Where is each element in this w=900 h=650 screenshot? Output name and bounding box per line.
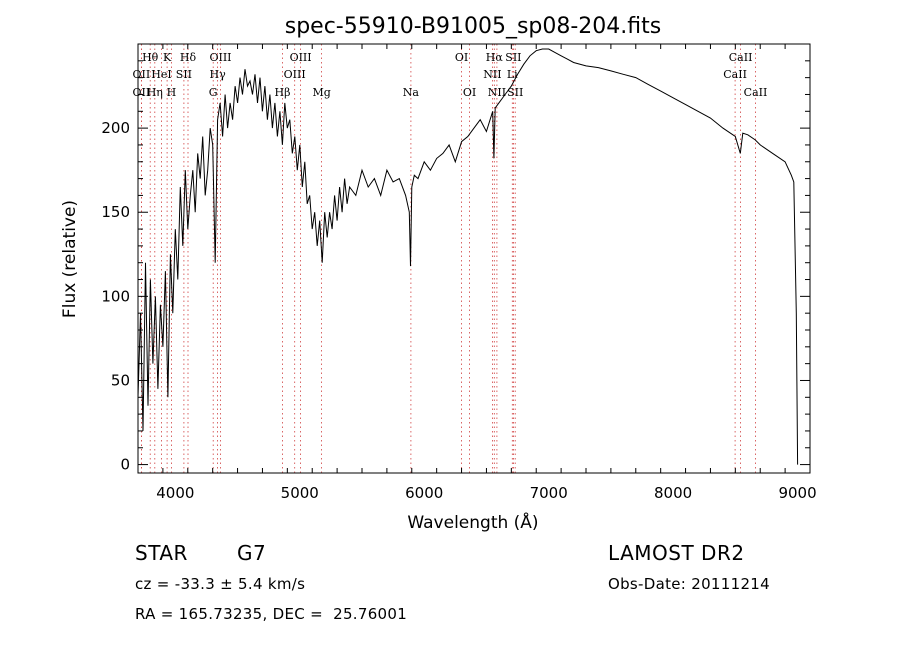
y-tick-label: 0 xyxy=(120,456,130,474)
line-label: OIII xyxy=(284,68,306,81)
line-label: OIII xyxy=(209,51,231,64)
line-label: OIII xyxy=(290,51,312,64)
line-label: OII xyxy=(133,68,151,81)
line-label: NII xyxy=(488,86,506,99)
x-tick-label: 4000 xyxy=(156,484,194,502)
line-label: Li xyxy=(507,68,518,81)
line-label: HeI xyxy=(151,68,171,81)
line-label: G xyxy=(209,86,218,99)
y-axis: 0 50 100 150 200 xyxy=(101,60,810,474)
line-label: Hβ xyxy=(275,86,291,99)
observation-date: Obs-Date: 20111214 xyxy=(608,575,770,593)
line-label: CaII xyxy=(723,68,747,81)
line-label: CaII xyxy=(744,86,768,99)
redshift-velocity: cz = -33.3 ± 5.4 km/s xyxy=(135,575,306,593)
line-label: NII xyxy=(483,68,501,81)
x-tick-label: 9000 xyxy=(778,484,816,502)
y-tick-label: 200 xyxy=(101,119,130,137)
line-label: Mg xyxy=(312,86,330,99)
x-axis-label: Wavelength (Å) xyxy=(407,511,538,533)
line-label: Hα xyxy=(486,51,504,64)
line-label: OI xyxy=(455,51,468,64)
object-type: STAR xyxy=(135,541,188,565)
line-label: Hδ xyxy=(180,51,197,64)
line-label: SII xyxy=(507,86,523,99)
survey-name: LAMOST DR2 xyxy=(608,541,745,565)
x-tick-label: 5000 xyxy=(281,484,319,502)
line-label: OII xyxy=(133,86,151,99)
x-tick-label: 6000 xyxy=(405,484,443,502)
x-axis: 4000 5000 6000 7000 8000 9000 xyxy=(137,44,817,502)
y-tick-label: 100 xyxy=(101,287,130,305)
plot-frame xyxy=(137,43,811,474)
line-label: Hγ xyxy=(210,68,227,81)
chart-title: spec-55910-B91005_sp08-204.fits xyxy=(285,14,662,39)
line-label: Na xyxy=(403,86,420,99)
line-label: Hη xyxy=(147,86,163,99)
object-subclass: G7 xyxy=(237,541,267,565)
line-label: Hθ xyxy=(142,51,159,64)
y-axis-label: Flux (relative) xyxy=(60,200,80,318)
x-tick-label: 8000 xyxy=(654,484,692,502)
line-label: SII xyxy=(505,51,521,64)
line-label: H xyxy=(167,86,177,99)
line-label: SII xyxy=(176,68,192,81)
x-tick-label: 7000 xyxy=(530,484,568,502)
line-label: OI xyxy=(463,86,476,99)
line-label: K xyxy=(163,51,172,64)
y-tick-label: 150 xyxy=(101,203,130,221)
coordinates: RA = 165.73235, DEC = 25.76001 xyxy=(135,605,408,623)
line-label: CaII xyxy=(729,51,753,64)
spectrum-line xyxy=(137,48,799,465)
y-tick-label: 50 xyxy=(111,371,130,389)
